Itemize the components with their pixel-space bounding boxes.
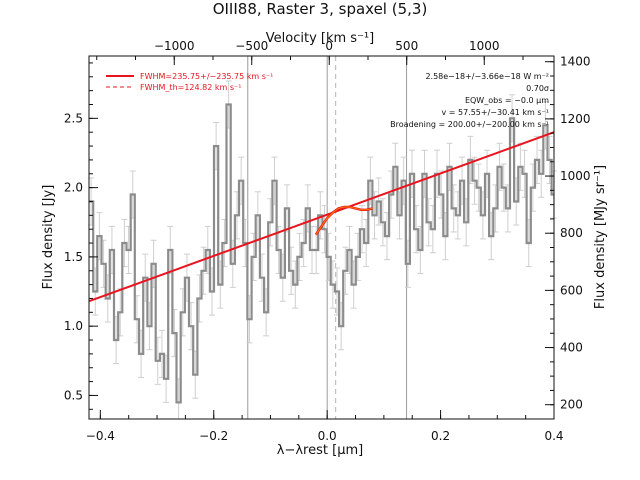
x-axis-label: λ−λrest [μm] [277,443,363,458]
y2-tick-label: 800 [560,226,583,240]
y2-tick-label: 200 [560,398,583,412]
legend-entry-fwhm-th: FWHM_th=124.82 km s⁻¹ [140,83,241,92]
x-tick-label: 0.0 [318,429,337,443]
y2-tick-label: 600 [560,283,583,297]
x2-tick-label: −1000 [154,39,195,53]
y2-axis-label: Flux density [MJy sr⁻¹] [593,165,608,309]
x2-tick-label: 0 [325,39,333,53]
spectrum-line [89,103,554,404]
annotation-sigma: 0.70σ [526,84,549,93]
y-tick-label: 2.0 [64,181,83,195]
y2-tick-label: 400 [560,341,583,355]
x2-axis-label: Velocity [km s⁻¹] [266,31,374,46]
chart-title: OIII88, Raster 3, spaxel (5,3) [213,0,428,18]
x2-tick-label: 500 [395,39,418,53]
fit-annotations: 2.58e−18+/−3.66e−18 W m⁻² 0.70σ EQW_obs … [390,72,549,129]
y-tick-label: 0.5 [64,388,83,402]
x-tick-label: 0.4 [544,429,563,443]
y-axis-label: Flux density [Jy] [41,185,56,290]
annotation-eqw: EQW_obs = −0.0 μm [465,96,549,105]
y-tick-label: 1.0 [64,319,83,333]
legend-entry-fwhm: FWHM=235.75+/−235.75 km s⁻¹ [140,72,273,81]
continuum-line [88,131,555,303]
x2-tick-label: 1000 [469,39,500,53]
legend: FWHM=235.75+/−235.75 km s⁻¹ FWHM_th=124.… [106,72,273,92]
y2-tick-label: 1200 [560,112,591,126]
x-tick-label: 0.2 [431,429,450,443]
plot-frame [88,55,555,420]
annotation-flux: 2.58e−18+/−3.66e−18 W m⁻² [425,72,549,81]
y2-tick-label: 1000 [560,169,591,183]
y-tick-label: 1.5 [64,250,83,264]
x2-tick-label: −500 [235,39,268,53]
annotation-broadening: Broadening = 200.00+/−200.00 km s⁻¹ [390,120,549,129]
x-tick-label: −0.2 [199,429,228,443]
y-tick-label: 2.5 [64,111,83,125]
fit-inner-line [315,206,373,235]
axis-ticks: −0.4 −0.2 0.0 0.2 0.4 −1000 −500 0 500 1000 0.5 1.0… [64,39,591,443]
x-tick-label: −0.4 [86,429,115,443]
error-bars [88,80,557,420]
annotation-velocity: v = 57.55+/−30.41 km s⁻¹ [441,108,549,117]
y2-tick-label: 1400 [560,55,591,69]
